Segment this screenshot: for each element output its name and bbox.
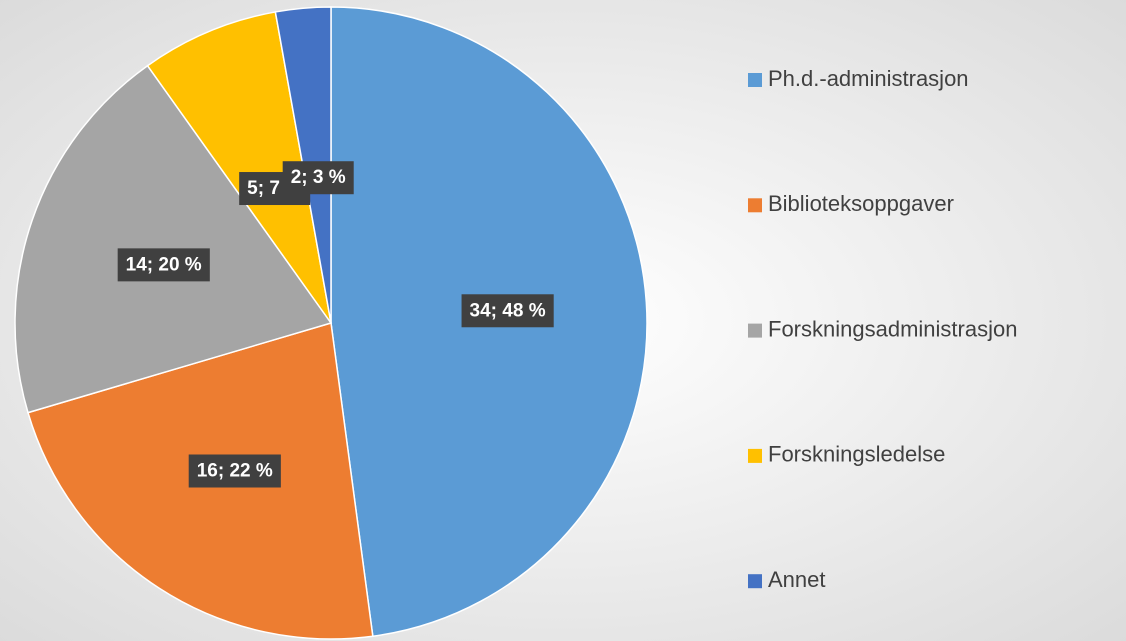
data-label-box bbox=[188, 454, 281, 488]
data-label: 2; 3 % bbox=[282, 161, 354, 195]
legend-swatch bbox=[748, 574, 762, 589]
legend-label: Ph.d.-administrasjon bbox=[768, 66, 969, 91]
data-label-box bbox=[282, 161, 354, 195]
data-label-text: 16; 22 % bbox=[197, 460, 273, 481]
legend-swatch bbox=[748, 448, 762, 463]
data-label-text: 14; 20 % bbox=[126, 254, 202, 275]
legend-label: Biblioteksoppgaver bbox=[768, 191, 954, 216]
legend-label: Forskningsledelse bbox=[768, 442, 945, 467]
data-label-text: 34; 48 % bbox=[470, 300, 546, 321]
pie-slice bbox=[14, 64, 333, 414]
legend-swatch bbox=[748, 323, 762, 338]
data-label-box bbox=[117, 248, 210, 282]
legend-swatch bbox=[748, 73, 762, 87]
data-label-box bbox=[461, 294, 554, 328]
legend-swatch bbox=[748, 198, 762, 213]
legend-label: Forskningsadministrasjon bbox=[768, 316, 1017, 341]
data-label: 16; 22 % bbox=[188, 454, 281, 488]
data-label: 14; 20 % bbox=[117, 248, 210, 282]
pie-slice bbox=[146, 11, 332, 324]
data-label: 34; 48 % bbox=[461, 294, 554, 328]
data-label-text: 2; 3 % bbox=[291, 167, 346, 188]
legend-label: Annet bbox=[768, 567, 826, 592]
